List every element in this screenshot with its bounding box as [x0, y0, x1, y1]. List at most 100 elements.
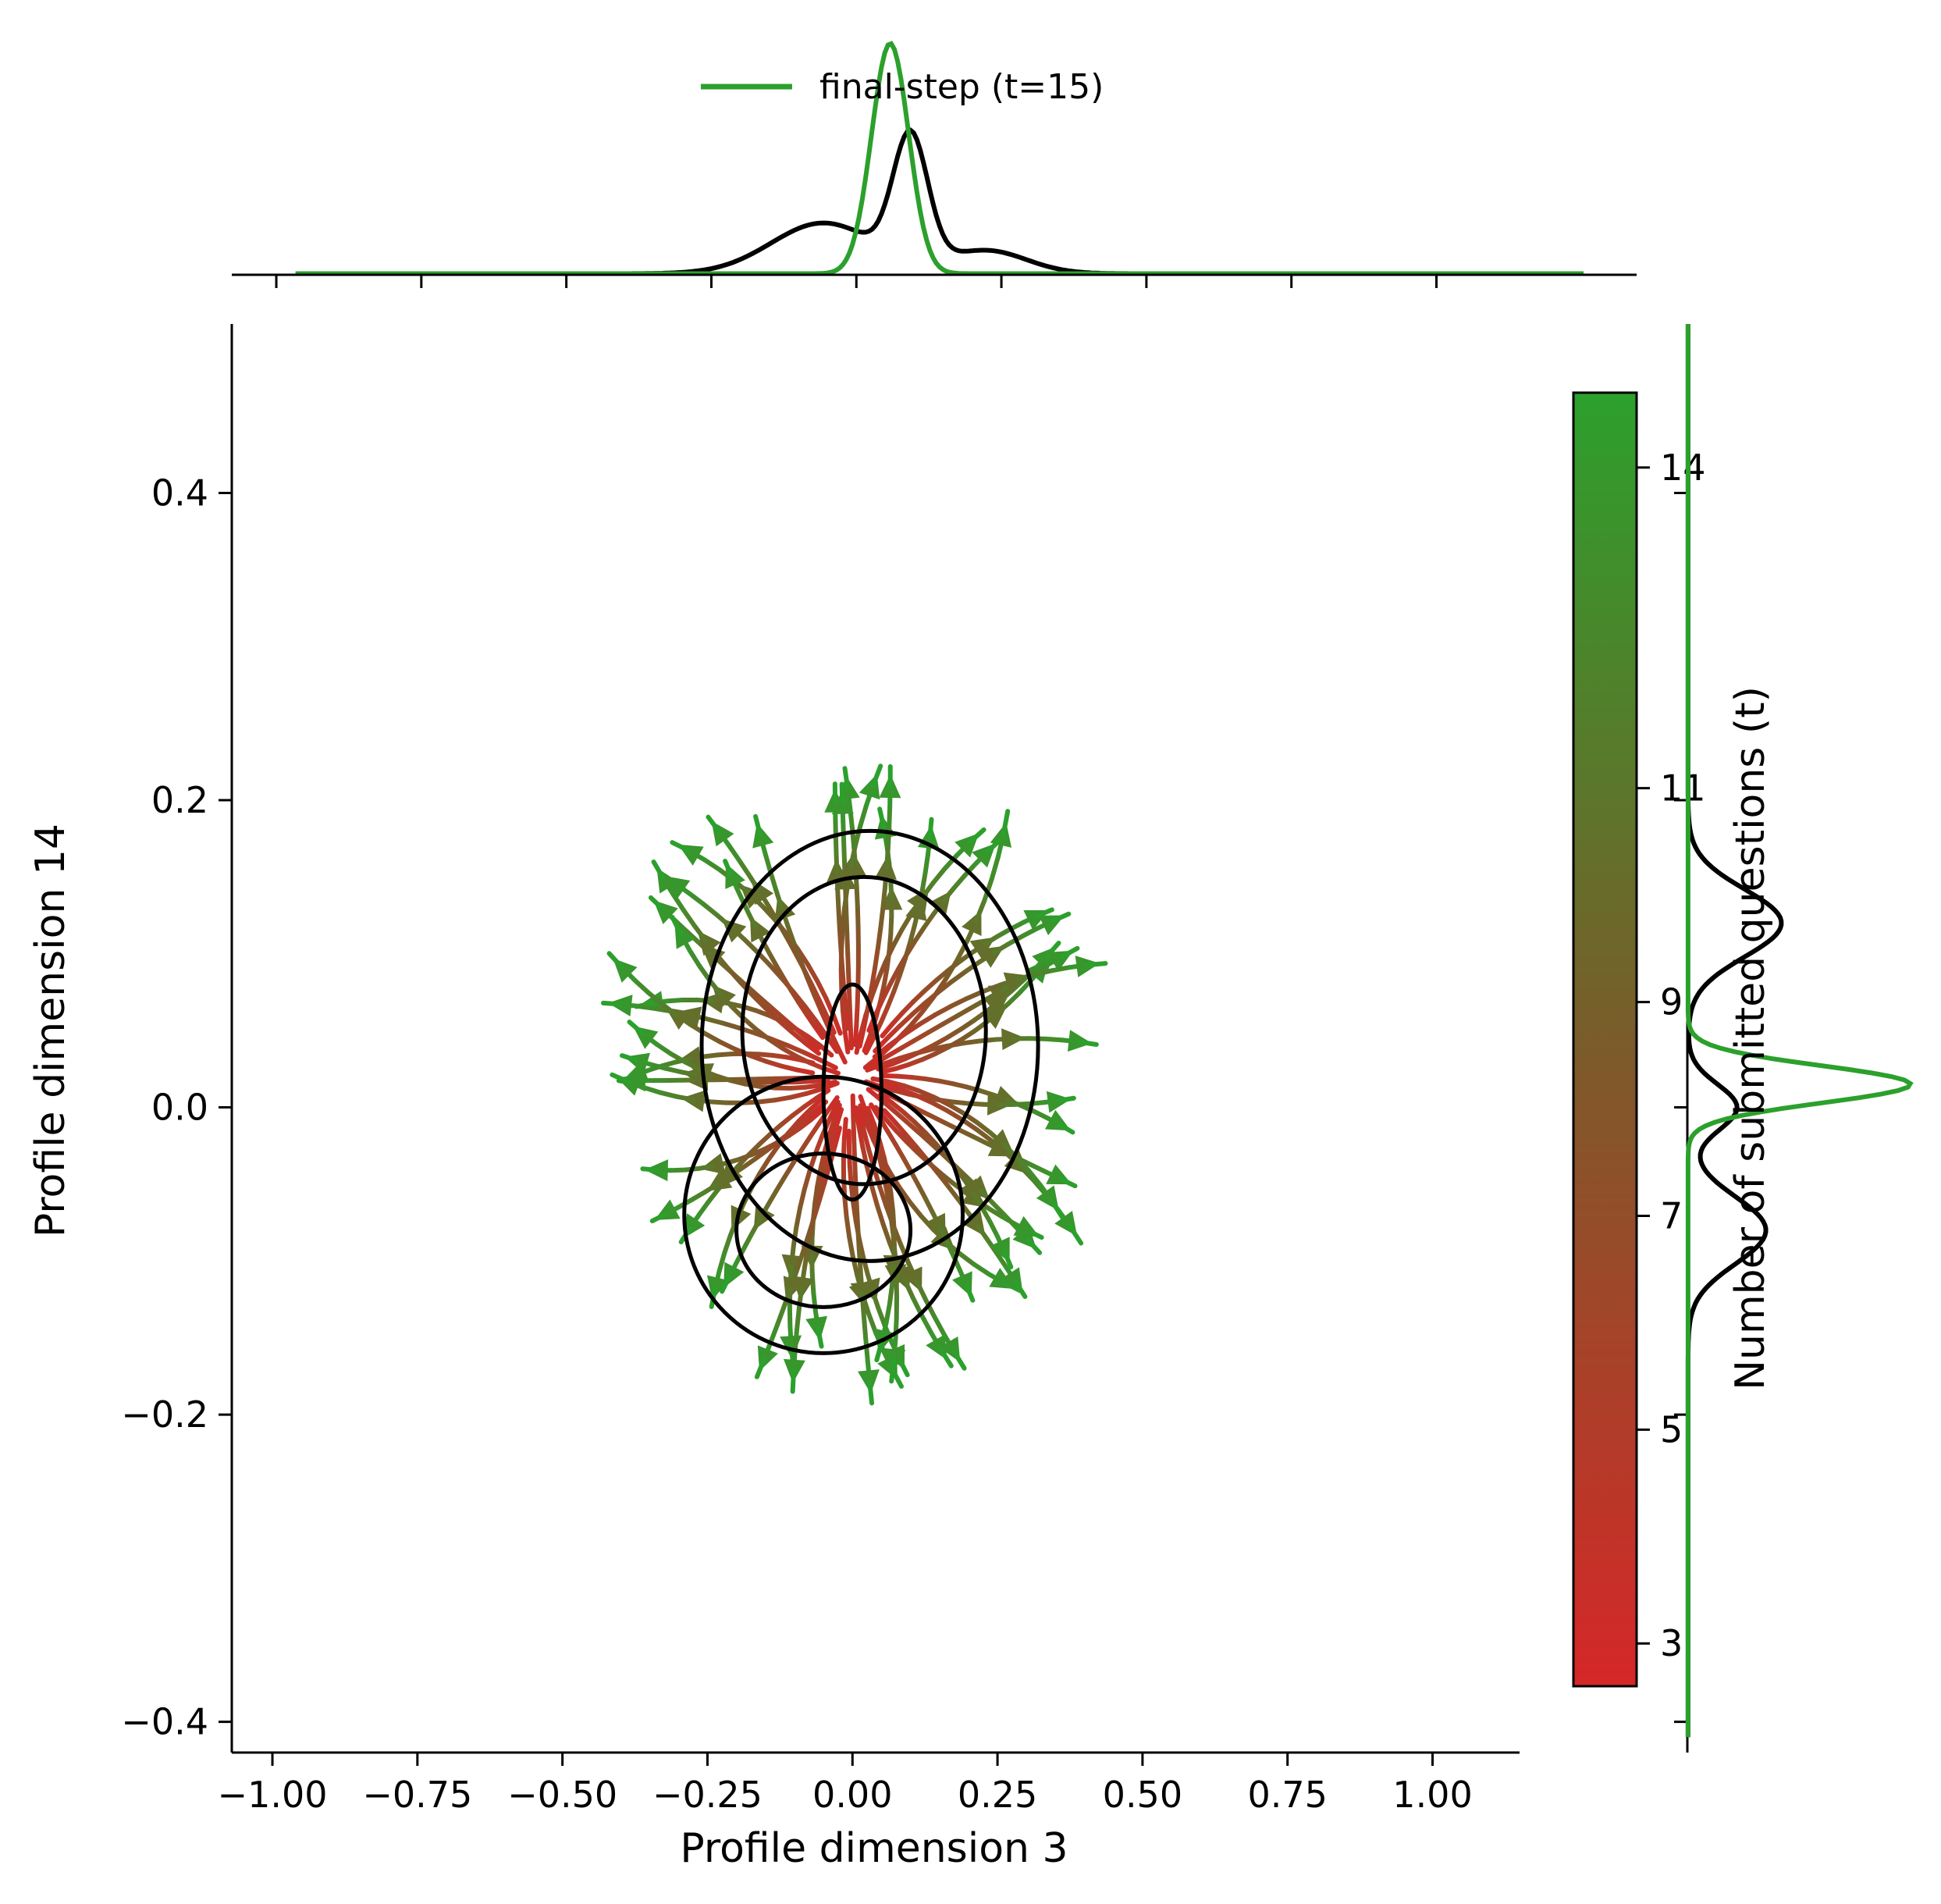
- streamline-segment: [855, 1225, 862, 1252]
- streamline-segment: [707, 977, 723, 997]
- streamline-segment: [879, 1098, 897, 1113]
- streamline-segment: [933, 968, 951, 983]
- streamline-segment: [881, 1155, 891, 1178]
- x-tick-label: −1.00: [218, 1774, 328, 1816]
- y-axis-label: Profile dimension 14: [27, 824, 74, 1237]
- x-axis-label: Profile dimension 3: [680, 1825, 1068, 1872]
- streamline-segment: [753, 813, 763, 838]
- streamline-segment: [915, 1183, 929, 1202]
- streamline-segment: [995, 926, 1014, 939]
- streamline-segment: [800, 1109, 817, 1125]
- streamline-segment: [1060, 945, 1080, 959]
- streamline-segment: [930, 866, 947, 886]
- streamline-segment: [1058, 1176, 1078, 1189]
- streamline-segment: [861, 1313, 869, 1340]
- streamline-segment: [861, 1126, 871, 1151]
- streamline-segment: [763, 851, 773, 874]
- streamline-segment: [890, 1010, 905, 1027]
- x-tick-label: 0.50: [1103, 1774, 1182, 1816]
- streamline-segment: [706, 1187, 720, 1205]
- streamline-segment: [839, 781, 845, 806]
- streamline-segment: [888, 1190, 896, 1214]
- streamline-segment: [887, 1032, 907, 1048]
- streamline-segment: [876, 1151, 886, 1176]
- streamline-segment: [862, 1052, 883, 1070]
- streamline-segment: [957, 1251, 976, 1267]
- streamline-segment: [831, 1013, 843, 1036]
- streamline-segment: [741, 1230, 755, 1251]
- x-tick-label: −0.50: [507, 1774, 617, 1816]
- streamline-segment: [765, 1188, 779, 1208]
- streamline-segment: [945, 959, 963, 973]
- streamline-segment: [877, 806, 887, 830]
- streamline-segment: [1026, 1237, 1043, 1255]
- streamline-segment: [1011, 1101, 1031, 1107]
- streamline-segment: [890, 1100, 906, 1115]
- streamline-segment: [950, 1081, 969, 1090]
- streamline-segment: [816, 1180, 827, 1203]
- streamline-segment: [794, 1205, 803, 1230]
- streamline-segment: [803, 1083, 823, 1090]
- streamline-segment: [753, 1027, 772, 1042]
- streamline-segment: [847, 1233, 855, 1258]
- streamline-segment: [767, 1004, 785, 1020]
- streamline-segment: [812, 1023, 826, 1041]
- streamline-segment: [842, 1194, 849, 1219]
- streamline-segment: [883, 1116, 899, 1134]
- streamline-segment: [798, 1134, 813, 1153]
- streamline-segment: [866, 1087, 884, 1103]
- streamline-segment: [839, 926, 845, 952]
- streamline-segment: [901, 1155, 914, 1174]
- streamline-segment: [1049, 965, 1072, 973]
- streamline-segment: [804, 1086, 825, 1096]
- streamline-segment: [1002, 1212, 1019, 1230]
- streamline-segment: [840, 906, 848, 931]
- streamline-segment: [873, 1036, 890, 1054]
- streamline-segment: [763, 1059, 784, 1069]
- streamline-segment: [928, 1043, 950, 1052]
- streamline-segment: [887, 967, 901, 988]
- streamline-segment: [940, 1013, 961, 1027]
- streamline-segment: [904, 1119, 922, 1136]
- streamline-segment: [696, 1200, 711, 1218]
- streamline-segment: [906, 1057, 925, 1067]
- streamline-segment: [813, 1133, 825, 1155]
- streamline-segment: [720, 1274, 732, 1294]
- streamline-segment: [955, 1004, 976, 1018]
- streamline-segment: [994, 1251, 1009, 1271]
- streamline-segment: [674, 1094, 696, 1102]
- streamline-segment: [766, 1144, 780, 1162]
- streamline-segment: [858, 1103, 869, 1126]
- streamline-segment: [717, 1039, 738, 1052]
- streamline-segment: [951, 1349, 967, 1371]
- streamline-segment: [893, 1062, 912, 1072]
- streamline-segment: [958, 1018, 977, 1032]
- streamline-segment: [794, 1067, 816, 1076]
- streamline-segment: [802, 1245, 811, 1271]
- streamline-segment: [970, 1020, 988, 1034]
- streamline-segment: [869, 1102, 882, 1120]
- streamline-segment: [841, 819, 847, 843]
- streamline-segment: [805, 1215, 816, 1239]
- streamline-segment: [754, 1357, 766, 1379]
- streamline-segment: [919, 870, 928, 893]
- streamline-segment: [974, 1127, 994, 1144]
- streamline-segment: [948, 996, 969, 1009]
- streamline-segment: [809, 1272, 816, 1295]
- colorbar-tick-label: 9: [1660, 981, 1683, 1023]
- streamline-segment: [790, 1104, 807, 1118]
- streamline-segment: [938, 1347, 954, 1368]
- contour-line: [740, 874, 988, 1187]
- streamline-segment: [716, 1251, 727, 1273]
- streamline-segment: [971, 1134, 990, 1147]
- streamline-segment: [887, 805, 893, 830]
- streamline-segment: [855, 904, 861, 929]
- streamline-segment: [782, 1161, 795, 1180]
- streamline-segment: [869, 1183, 880, 1208]
- streamline-segment: [895, 952, 909, 973]
- streamline-segment: [856, 1125, 866, 1150]
- streamline-segment: [794, 1251, 805, 1275]
- streamline-segment: [833, 834, 839, 856]
- streamline-segment: [843, 1009, 850, 1031]
